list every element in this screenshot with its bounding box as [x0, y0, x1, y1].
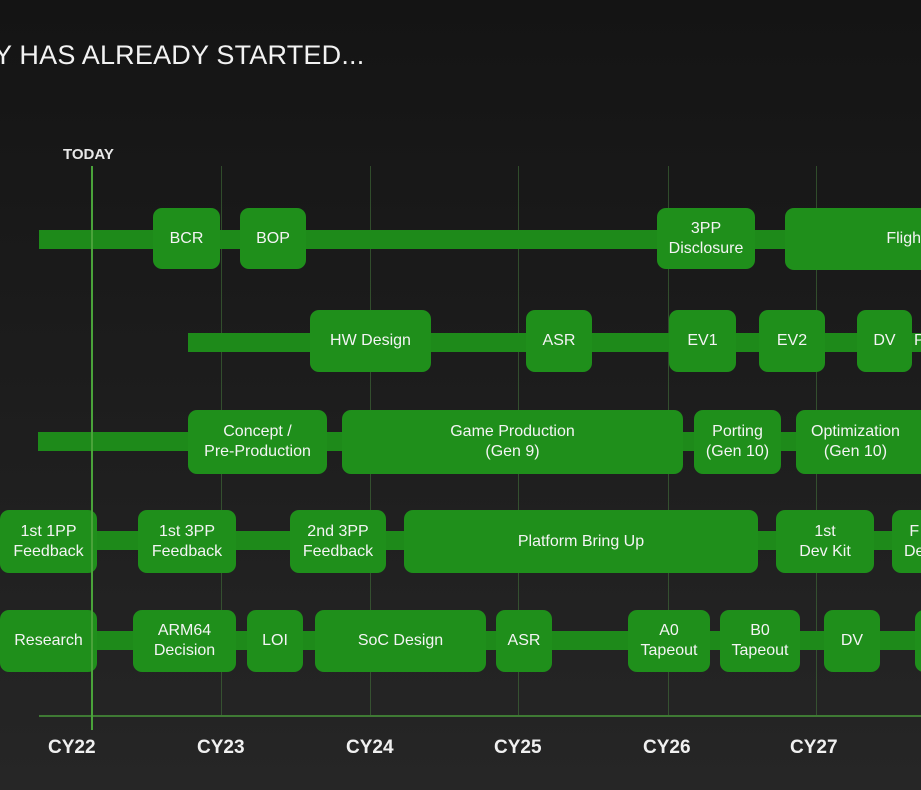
today-label: TODAY [63, 146, 114, 163]
milestone-1st-1pp-feedback: 1st 1PP Feedback [0, 510, 97, 573]
year-label-cy22: CY22 [48, 737, 96, 758]
milestone-bcr: BCR [153, 208, 220, 269]
milestone-ev2: EV2 [759, 310, 825, 372]
milestone-2nd-3pp-feedback: 2nd 3PP Feedback [290, 510, 386, 573]
year-label-cy25: CY25 [494, 737, 542, 758]
milestone-p-cut: P [914, 332, 921, 349]
milestone-porting: Porting (Gen 10) [694, 410, 781, 474]
milestone-1st-3pp-feedback: 1st 3PP Feedback [138, 510, 236, 573]
slide-title: Y HAS ALREADY STARTED... [0, 40, 365, 70]
milestone-cut-edge [915, 610, 921, 672]
year-label-cy24: CY24 [346, 737, 394, 758]
milestone-bop: BOP [240, 208, 306, 269]
milestone-1st-dev-kit: 1st Dev Kit [776, 510, 874, 573]
milestone-game-production: Game Production (Gen 9) [342, 410, 683, 474]
milestone-flight: Fligh [785, 208, 921, 270]
today-marker-line [91, 166, 93, 730]
year-label-cy27: CY27 [790, 737, 838, 758]
milestone-asr-hw: ASR [526, 310, 592, 372]
milestone-loi: LOI [247, 610, 303, 672]
milestone-b0-tapeout: B0 Tapeout [720, 610, 800, 672]
time-axis [39, 715, 921, 717]
milestone-arm64-decision: ARM64 Decision [133, 610, 236, 672]
milestone-hw-design: HW Design [310, 310, 431, 372]
milestone-platform-bring-up: Platform Bring Up [404, 510, 758, 573]
milestone-dv-hw: DV [857, 310, 912, 372]
milestone-soc-design: SoC Design [315, 610, 486, 672]
milestone-optimization: Optimization (Gen 10) [796, 410, 921, 474]
milestone-f-cut: F De [892, 510, 921, 573]
milestone-3pp-disclosure: 3PP Disclosure [657, 208, 755, 269]
year-label-cy26: CY26 [643, 737, 691, 758]
milestone-a0-tapeout: A0 Tapeout [628, 610, 710, 672]
milestone-ev1: EV1 [669, 310, 736, 372]
milestone-dv-soc: DV [824, 610, 880, 672]
milestone-asr-soc: ASR [496, 610, 552, 672]
milestone-research: Research [0, 610, 97, 672]
milestone-concept-preproduction: Concept / Pre-Production [188, 410, 327, 474]
year-label-cy23: CY23 [197, 737, 245, 758]
